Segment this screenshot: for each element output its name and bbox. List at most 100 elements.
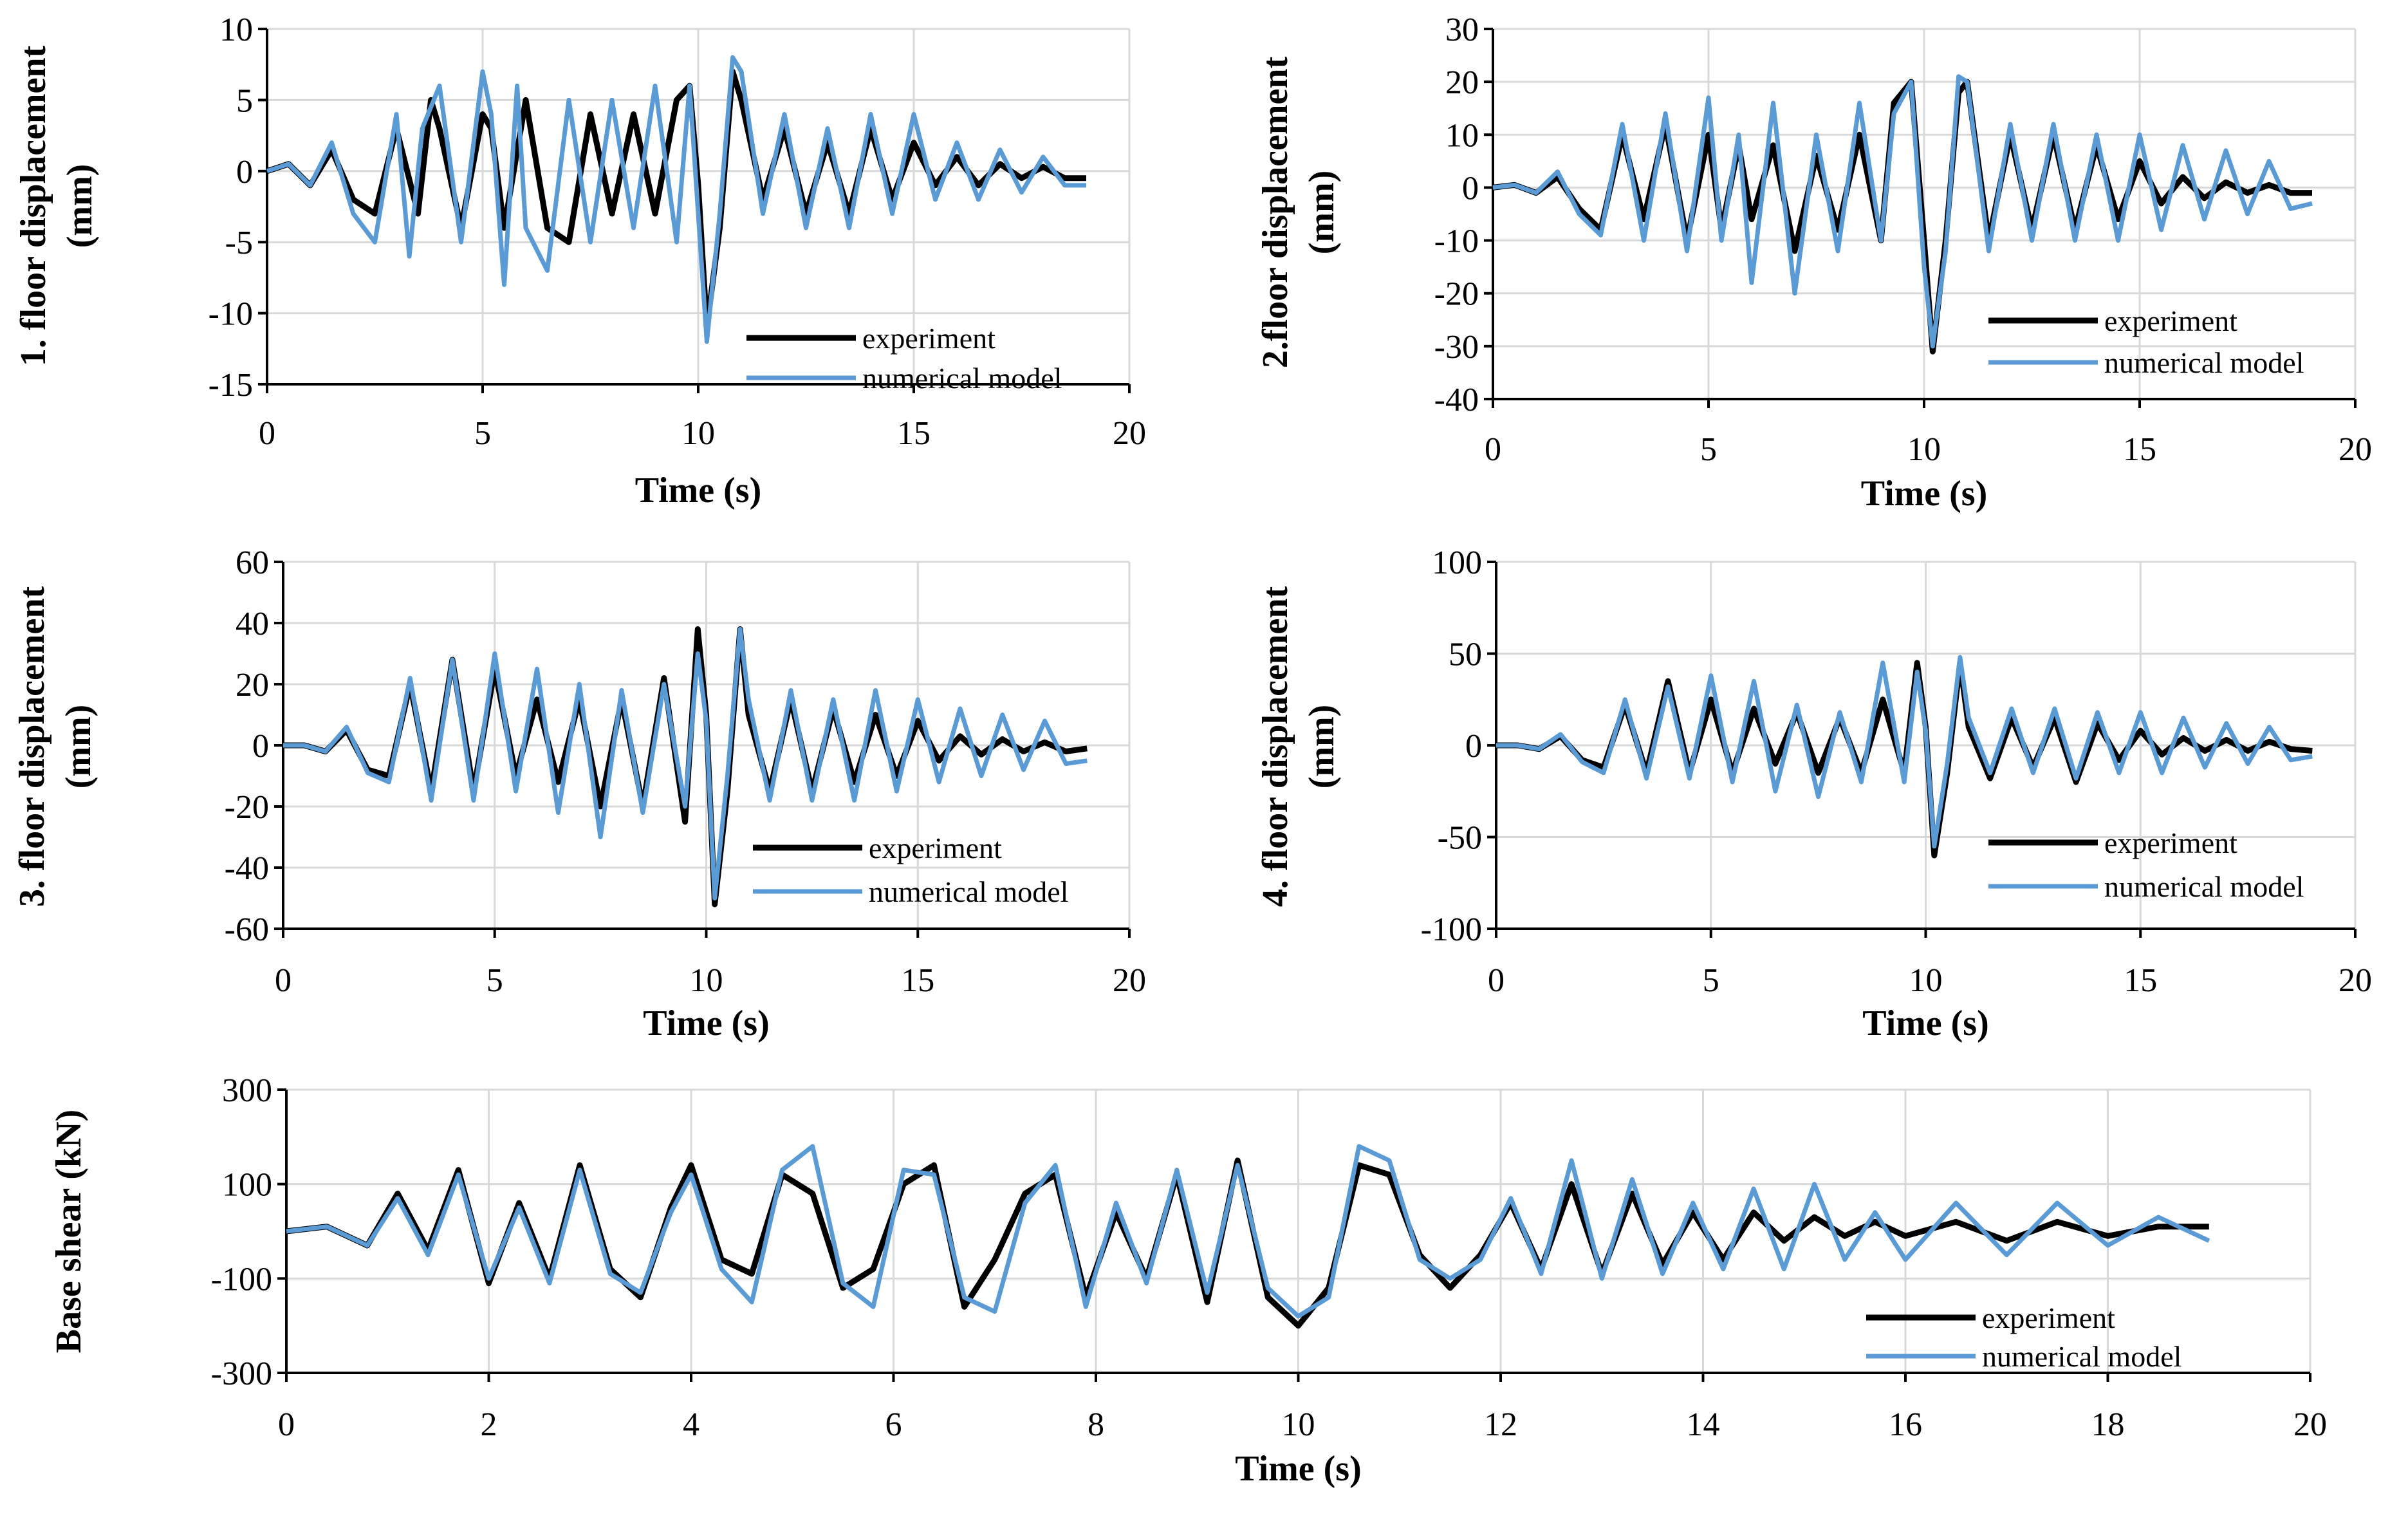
legend-label: experiment [862,322,996,355]
x-tick-label: 0 [278,1406,295,1443]
y-tick-label: 5 [236,82,253,119]
y-tick-label: 10 [1445,117,1479,154]
x-tick-label: 10 [690,962,723,999]
x-tick-label: 10 [1909,962,1943,999]
x-tick-label: 2 [481,1406,497,1443]
y-tick-label: -20 [225,789,269,826]
x-tick-label: 20 [2339,431,2372,468]
legend-label: numerical model [862,362,1062,395]
x-tick-label: 0 [275,962,292,999]
legend-label: numerical model [869,875,1068,908]
series-line-numerical-model [266,55,1086,344]
y-tick-label: 0 [236,154,253,191]
x-tick-label: 20 [1113,962,1146,999]
x-tick-label: 15 [901,962,934,999]
x-tick-label: 16 [1889,1406,1922,1443]
x-tick-label: 20 [2293,1406,2327,1443]
y-tick-label: 60 [236,545,269,581]
series-line-numerical-model [1496,655,2313,849]
y-axis-title-line: 4. floor displacement [1255,586,1295,908]
x-tick-label: 0 [1485,431,1501,468]
legend-label: numerical model [1982,1340,2181,1373]
y-tick-label: 20 [236,667,269,704]
y-axis-title-line: Base shear (kN) [49,1110,89,1354]
y-tick-label: 20 [1445,64,1479,101]
legend-label: experiment [2104,826,2237,859]
x-tick-label: 15 [897,415,931,452]
legend-label: experiment [1982,1301,2115,1334]
x-tick-label: 10 [681,415,715,452]
y-tick-label: 300 [222,1072,272,1109]
chart-floor-1-displacement: -15 -10 -5 0 5 10 0 5 10 15 20 Time (s) 1. floor dis… [14,12,1146,510]
x-tick-label: 0 [1488,962,1505,999]
y-axis-title-line: 3. floor displacement [12,586,52,908]
y-tick-label: -30 [1434,329,1479,366]
y-tick-label: -5 [225,225,253,261]
y-axis-title-line: (mm) [1302,171,1342,255]
x-tick-label: 5 [1700,431,1717,468]
x-tick-label: 18 [2091,1406,2125,1443]
x-axis-title: Time (s) [1862,1003,1989,1043]
y-axis-title: 3. floor displacement (mm) [12,586,98,908]
y-tick-label: -20 [1434,276,1479,313]
y-axis-title: 2.floor displacement (mm) [1255,57,1342,369]
series-line-numerical-model [1492,74,2313,349]
legend-label: numerical model [2104,870,2304,903]
y-tick-label: -300 [211,1356,272,1392]
x-tick-label: 10 [1907,431,1941,468]
y-axis-title-line: (mm) [60,164,100,248]
x-tick-label: 10 [1282,1406,1315,1443]
y-axis-title: Base shear (kN) [49,1110,89,1354]
x-tick-label: 8 [1088,1406,1104,1443]
y-tick-label: -100 [1421,911,1482,948]
x-axis-title: Time (s) [635,471,762,510]
y-tick-label: 0 [1465,728,1482,765]
y-tick-label: -40 [1434,382,1479,418]
legend-label: experiment [2104,304,2237,337]
y-tick-label: -10 [1434,223,1479,260]
y-tick-label: -60 [225,911,269,948]
y-tick-label: 30 [1445,12,1479,48]
y-axis-title: 1. floor displacement (mm) [14,46,100,367]
x-axis-title: Time (s) [643,1003,770,1043]
y-tick-label: 50 [1449,637,1482,673]
y-axis-title-line: (mm) [59,705,98,789]
chart-base-shear: -300 -100 100 300 0 2 4 6 8 10 12 14 16 18 20 Time (s) B… [49,1072,2327,1489]
x-tick-label: 5 [1703,962,1719,999]
x-tick-label: 14 [1687,1406,1720,1443]
y-tick-label: 0 [252,728,269,765]
series-line-numerical-model [283,627,1088,900]
y-tick-label: 10 [219,12,253,48]
x-tick-label: 20 [1113,415,1146,452]
y-tick-label: -50 [1438,820,1482,857]
series-line-numerical-model [286,1144,2210,1319]
y-tick-label: -100 [211,1261,272,1298]
x-axis-title: Time (s) [1861,474,1988,514]
y-tick-label: -40 [225,850,269,887]
y-axis-title-line: 1. floor displacement [14,46,53,367]
legend-label: experiment [869,832,1002,864]
x-tick-label: 5 [474,415,491,452]
x-tick-label: 4 [683,1406,699,1443]
y-axis-title-line: 2.floor displacement [1255,57,1295,369]
chart-floor-3-displacement: -60 -40 -20 0 20 40 60 0 5 10 15 20 Time (s) 3. floor… [12,545,1146,1043]
y-axis-title-line: (mm) [1302,705,1342,789]
x-tick-label: 5 [486,962,503,999]
x-tick-label: 12 [1484,1406,1517,1443]
y-tick-label: 100 [222,1167,272,1204]
x-axis-title: Time (s) [1235,1449,1362,1489]
y-tick-label: -10 [208,296,253,333]
y-tick-label: 100 [1432,545,1482,581]
x-tick-label: 6 [885,1406,902,1443]
y-tick-label: -15 [208,367,253,404]
x-tick-label: 15 [2123,431,2156,468]
x-tick-label: 15 [2124,962,2157,999]
chart-floor-2-displacement: -40 -30 -20 -10 0 10 20 30 0 5 10 15 20 Time (s) 2.flo… [1255,12,2372,514]
y-tick-label: 40 [236,606,269,642]
x-tick-label: 0 [259,415,275,452]
x-tick-label: 20 [2339,962,2372,999]
legend-label: numerical model [2104,346,2304,379]
y-axis-title: 4. floor displacement (mm) [1255,586,1342,908]
chart-floor-4-displacement: -100 -50 0 50 100 0 5 10 15 20 Time (s) 4. floor di… [1255,545,2372,1043]
